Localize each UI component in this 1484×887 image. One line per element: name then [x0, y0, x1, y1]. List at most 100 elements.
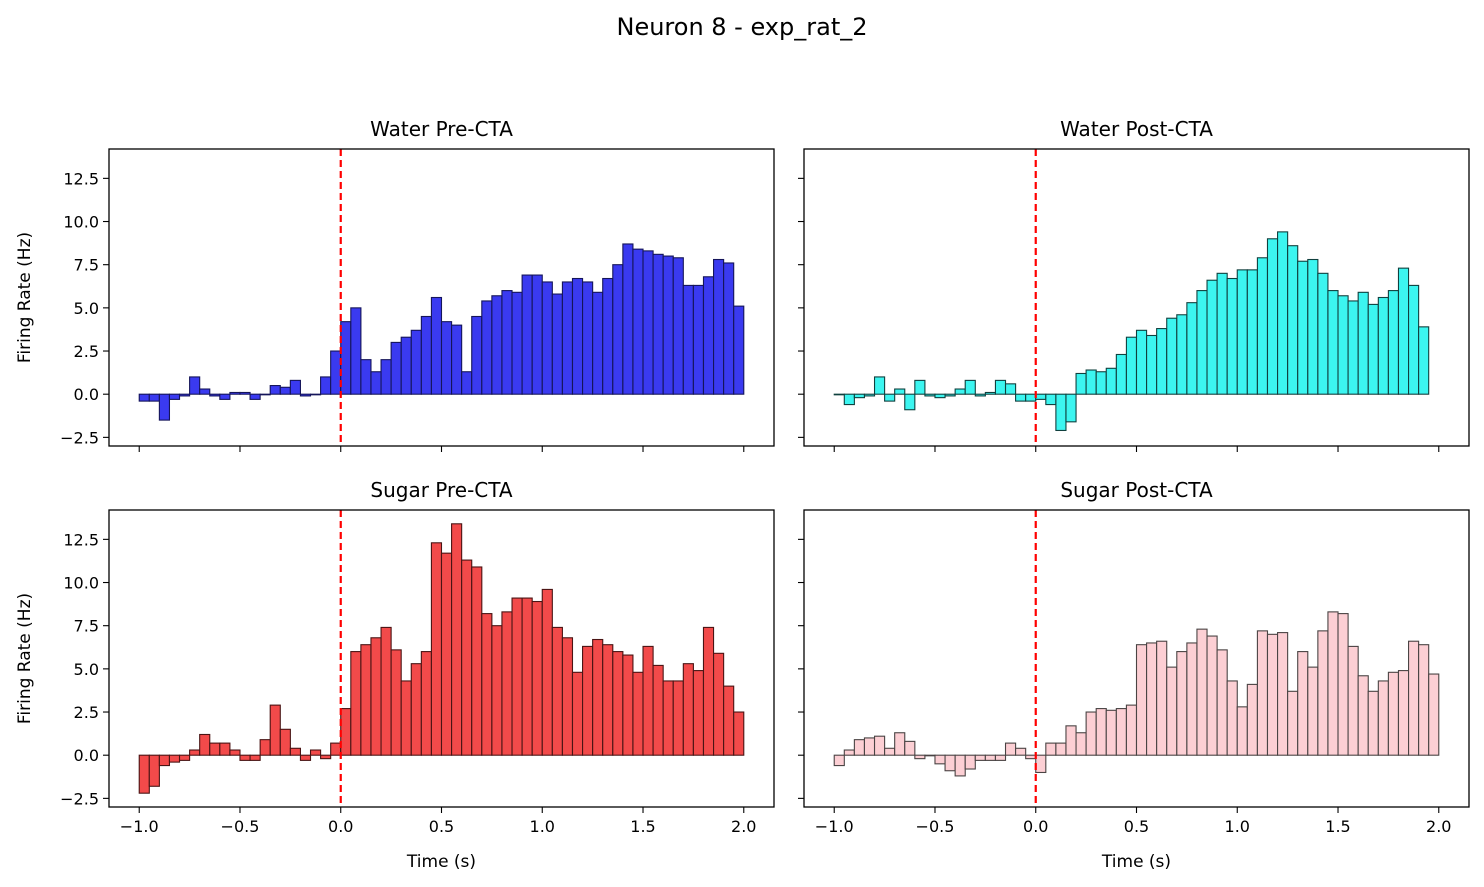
bar: [390, 341, 402, 395]
bar: [451, 523, 463, 756]
bar: [481, 300, 493, 395]
bar: [934, 393, 946, 399]
bar: [1125, 336, 1138, 395]
bar: [904, 393, 916, 411]
bar: [884, 393, 896, 402]
bar: [1347, 645, 1359, 756]
bar: [1065, 725, 1077, 756]
bar: [1115, 708, 1127, 756]
bar: [672, 257, 684, 395]
bar: [330, 350, 342, 395]
bar: [984, 391, 996, 395]
bar: [289, 379, 301, 395]
bar: [642, 250, 654, 395]
bar: [1055, 742, 1067, 756]
bar: [1236, 269, 1248, 395]
y-tick-label: −2.5: [60, 428, 99, 447]
bar: [1045, 393, 1057, 406]
bar: [420, 651, 432, 756]
bar: [884, 747, 896, 756]
bar: [1035, 754, 1047, 774]
bar: [501, 290, 513, 395]
bar: [138, 754, 150, 794]
bar: [652, 253, 664, 395]
bar: [299, 393, 312, 397]
bar: [1004, 742, 1017, 756]
bar: [531, 274, 543, 395]
bar: [652, 664, 664, 756]
bar: [733, 305, 745, 395]
bar: [1397, 267, 1410, 395]
figure-title: Neuron 8 - exp_rat_2: [616, 13, 867, 41]
bar: [1347, 300, 1359, 395]
bar: [390, 649, 402, 756]
bar: [1337, 613, 1349, 756]
bar: [582, 645, 594, 756]
bar: [531, 600, 543, 756]
y-tick-label: 10.0: [63, 574, 99, 593]
bar: [1418, 326, 1430, 395]
bar: [944, 754, 956, 772]
bar: [873, 735, 886, 756]
bar: [269, 704, 281, 756]
bar: [853, 739, 866, 756]
panel-title: Water Post-CTA: [1060, 117, 1213, 141]
bar: [1428, 673, 1440, 756]
bar: [239, 391, 251, 395]
bar: [420, 315, 432, 395]
bar: [702, 626, 715, 756]
bar: [561, 281, 574, 395]
bar: [733, 711, 745, 756]
x-tick-label: 0.5: [1124, 817, 1149, 836]
bar: [541, 281, 553, 395]
bar: [863, 393, 876, 397]
bar: [1085, 369, 1097, 395]
bar: [894, 388, 906, 395]
bar: [199, 388, 211, 395]
bar: [1287, 245, 1299, 395]
bar: [571, 671, 584, 756]
bar: [501, 611, 513, 756]
bar: [249, 393, 261, 400]
bar: [168, 393, 181, 400]
bar: [602, 277, 614, 395]
bar: [1176, 651, 1188, 756]
bar: [1256, 630, 1269, 756]
bar: [632, 671, 644, 756]
bar: [1196, 628, 1208, 756]
bar: [592, 638, 604, 756]
bar: [1135, 644, 1148, 756]
x-tick-label: 1.5: [630, 817, 655, 836]
bar: [400, 336, 412, 395]
bar: [833, 393, 845, 396]
bar: [582, 281, 594, 395]
bar: [1297, 260, 1309, 395]
y-tick-label: 10.0: [63, 213, 99, 232]
bar: [964, 754, 976, 770]
bar: [561, 637, 574, 756]
bar: [914, 379, 926, 395]
bar: [168, 754, 181, 763]
bar: [1075, 732, 1087, 756]
bar: [209, 742, 221, 756]
bar: [521, 274, 533, 395]
bar: [1115, 353, 1127, 395]
y-tick-label: 5.0: [74, 660, 99, 679]
bar: [1206, 279, 1218, 395]
bar: [1287, 690, 1299, 756]
x-tick-label: 2.0: [731, 817, 756, 836]
bar: [451, 324, 463, 395]
axes-frame: [803, 148, 1470, 447]
bar: [461, 371, 473, 395]
bar: [1025, 754, 1037, 760]
bar: [622, 243, 634, 395]
bar: [612, 651, 624, 756]
bar: [350, 307, 362, 395]
bar: [1317, 630, 1329, 756]
bar: [924, 393, 936, 397]
bar: [1015, 393, 1027, 402]
bar: [279, 386, 291, 395]
bar: [833, 754, 845, 767]
y-tick-label: 2.5: [74, 703, 99, 722]
bar: [712, 258, 725, 395]
